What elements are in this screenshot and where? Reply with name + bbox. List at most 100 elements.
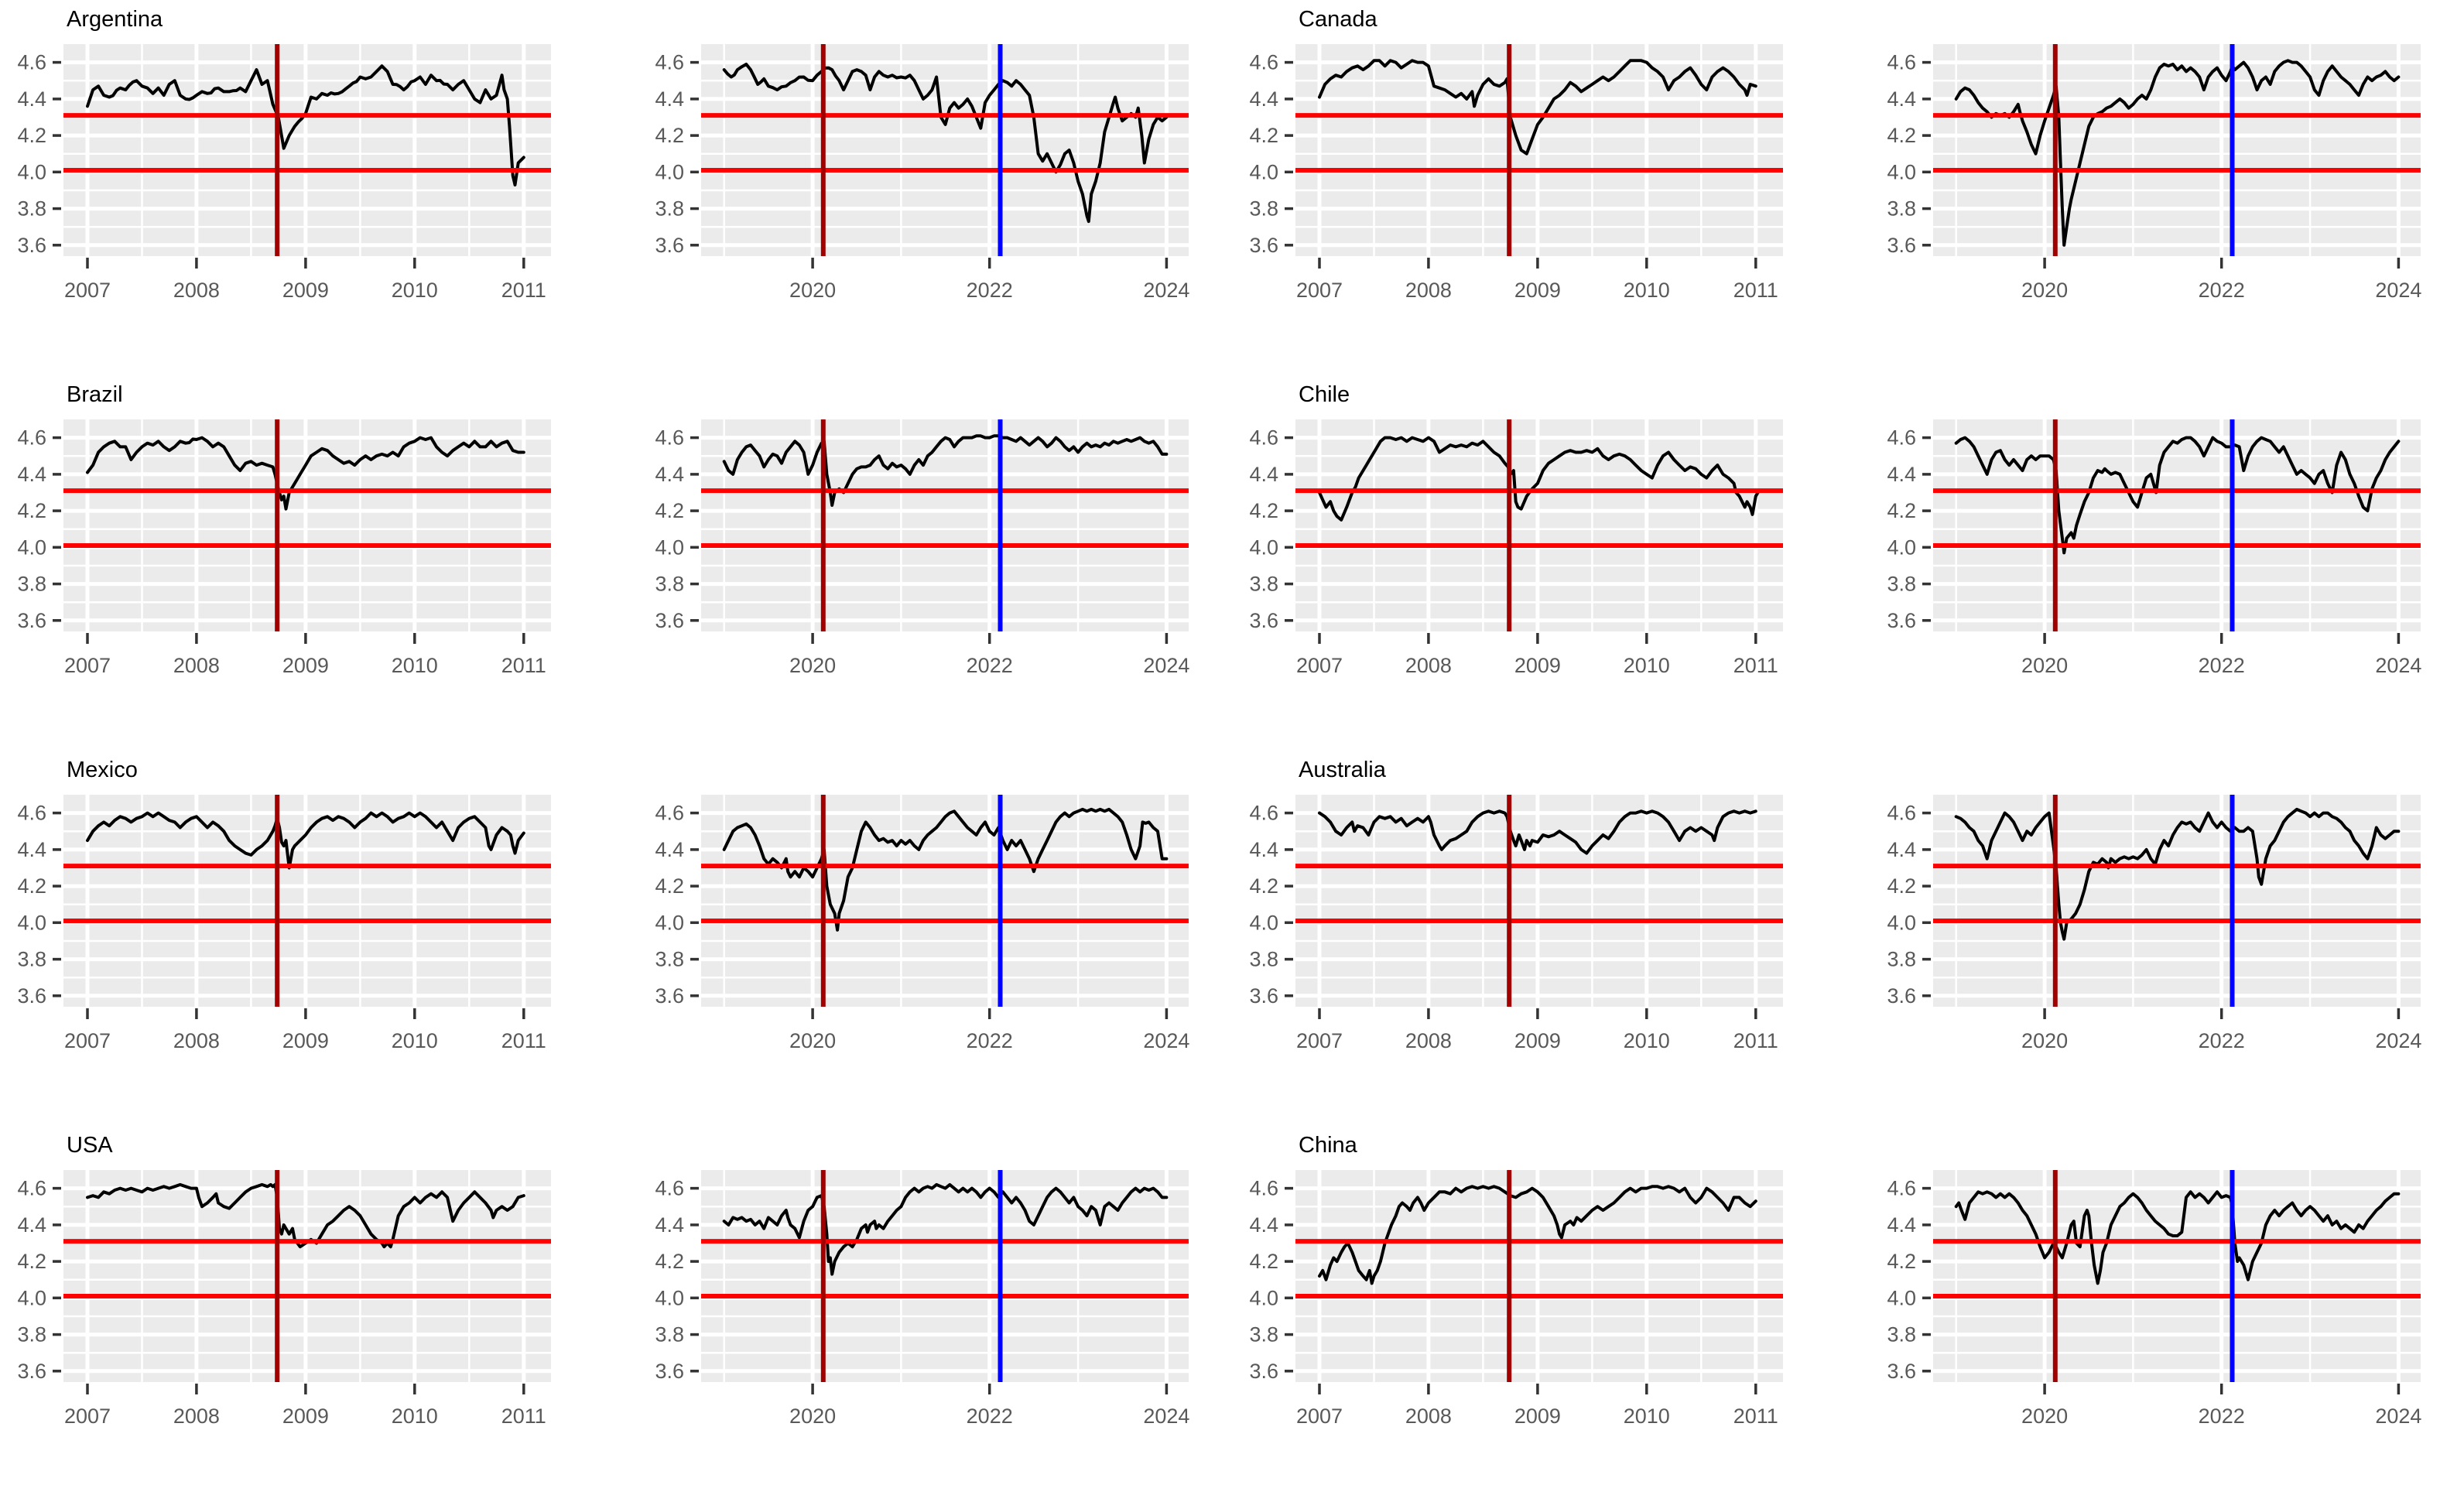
- y-axis-label: 3.6: [1249, 1360, 1278, 1383]
- x-axis-label: 2011: [1733, 1029, 1778, 1052]
- y-axis-label: 4.6: [17, 51, 46, 74]
- plot-panel: [1933, 1170, 2421, 1382]
- y-axis-label: 3.8: [655, 1323, 684, 1346]
- x-axis-label: 2024: [1143, 1029, 1189, 1052]
- chart-cell-usa-2007: USA 3.6 3.8 4.0 4.2 4.4 4.6 2007 2008 2009 2010 20…: [0, 1126, 616, 1501]
- x-axis-label: 2010: [1624, 1404, 1670, 1428]
- y-axis-label: 3.6: [1887, 609, 1916, 632]
- chart-usa-2007: USA 3.6 3.8 4.0 4.2 4.4 4.6 2007 2008 2009 2010 20…: [17, 1133, 551, 1428]
- x-axis-label: 2008: [1405, 1029, 1452, 1052]
- x-axis-label: 2022: [967, 1404, 1013, 1428]
- x-axis-label: 2024: [1143, 1404, 1189, 1428]
- y-axis-label: 3.8: [1249, 573, 1278, 596]
- y-axis-label: 4.6: [1887, 1177, 1916, 1200]
- y-axis-label: 4.0: [1249, 160, 1278, 183]
- chart-title: Mexico: [67, 758, 138, 782]
- y-axis-label: 4.4: [655, 1213, 684, 1237]
- chart-cell-canada-2019: 3.6 3.8 4.0 4.2 4.4 4.6 2020 2022 2024: [1848, 0, 2464, 375]
- y-axis-label: 4.4: [1887, 87, 1916, 111]
- chart-australia-2007: Australia 3.6 3.8 4.0 4.2 4.4 4.6 2007 2008 2009…: [1249, 758, 1783, 1052]
- y-axis-label: 4.4: [17, 838, 46, 861]
- x-axis-label: 2010: [392, 1029, 438, 1052]
- y-axis-label: 4.4: [1887, 838, 1916, 861]
- y-axis-label: 3.8: [1887, 573, 1916, 596]
- x-axis-label: 2020: [2021, 1404, 2068, 1428]
- y-axis-label: 4.6: [1887, 426, 1916, 450]
- y-axis-label: 4.2: [655, 124, 684, 147]
- chart-title: Argentina: [67, 7, 163, 32]
- x-axis-label: 2008: [173, 1029, 220, 1052]
- y-axis-label: 4.6: [17, 802, 46, 825]
- x-axis-label: 2007: [1296, 1029, 1343, 1052]
- y-axis-label: 3.6: [17, 984, 46, 1008]
- y-axis-label: 3.8: [17, 197, 46, 221]
- x-axis-label: 2024: [2375, 1404, 2421, 1428]
- plot-panel: [701, 795, 1189, 1007]
- x-axis-label: 2022: [2199, 654, 2245, 677]
- y-axis-label: 3.6: [1249, 609, 1278, 632]
- chart-cell-argentina-2007: Argentina 3.6 3.8 4.0 4.2 4.4 4.6 2007 2008 2009…: [0, 0, 616, 375]
- plot-panel: [1933, 44, 2421, 256]
- y-axis-label: 3.8: [17, 948, 46, 971]
- y-axis-label: 3.8: [1887, 948, 1916, 971]
- x-axis-label: 2011: [501, 1029, 546, 1052]
- y-axis-label: 4.4: [17, 463, 46, 486]
- y-axis-label: 4.2: [655, 874, 684, 898]
- x-axis-label: 2022: [967, 279, 1013, 302]
- chart-cell-canada-2007: Canada 3.6 3.8 4.0 4.2 4.4 4.6 2007 2008 2009 201…: [1232, 0, 1848, 375]
- series-line: [86, 64, 525, 186]
- chart-chile-2019: 3.6 3.8 4.0 4.2 4.4 4.6 2020 2022 2024: [1887, 419, 2421, 677]
- chart-cell-china-2007: China 3.6 3.8 4.0 4.2 4.4 4.6 2007 2008 2009 2010…: [1232, 1126, 1848, 1501]
- x-axis-label: 2008: [173, 279, 220, 302]
- chart-mexico-2007: Mexico 3.6 3.8 4.0 4.2 4.4 4.6 2007 2008 2009 201…: [17, 758, 551, 1052]
- series-line: [1318, 809, 1757, 855]
- y-axis-label: 4.0: [1249, 535, 1278, 559]
- chart-mexico-2019: 3.6 3.8 4.0 4.2 4.4 4.6 2020 2022 2024: [655, 795, 1189, 1052]
- y-axis-label: 4.0: [655, 160, 684, 183]
- y-axis-label: 3.8: [1887, 1323, 1916, 1346]
- chart-title: Brazil: [67, 382, 123, 407]
- y-axis-label: 4.4: [1249, 463, 1278, 486]
- y-axis-label: 4.6: [1249, 1177, 1278, 1200]
- x-axis-label: 2024: [1143, 279, 1189, 302]
- chart-title: Chile: [1299, 382, 1350, 407]
- x-axis-label: 2009: [282, 1029, 329, 1052]
- y-axis-label: 4.4: [1887, 1213, 1916, 1237]
- chart-title: China: [1299, 1133, 1358, 1158]
- x-axis-label: 2010: [1624, 279, 1670, 302]
- y-axis-label: 4.4: [655, 463, 684, 486]
- y-axis-label: 4.6: [1249, 51, 1278, 74]
- y-axis-label: 3.8: [17, 1323, 46, 1346]
- x-axis-label: 2010: [1624, 1029, 1670, 1052]
- y-axis-label: 4.0: [1249, 1286, 1278, 1309]
- x-axis-label: 2007: [1296, 1404, 1343, 1428]
- y-axis-label: 3.6: [1887, 1360, 1916, 1383]
- y-axis-label: 4.0: [17, 535, 46, 559]
- chart-cell-usa-2019: 3.6 3.8 4.0 4.2 4.4 4.6 2020 2022 2024: [616, 1126, 1232, 1501]
- chart-argentina-2019: 3.6 3.8 4.0 4.2 4.4 4.6 2020 2022 2024: [655, 44, 1189, 302]
- x-axis-label: 2007: [64, 654, 111, 677]
- chart-cell-australia-2007: Australia 3.6 3.8 4.0 4.2 4.4 4.6 2007 2008 2009…: [1232, 751, 1848, 1126]
- x-axis-label: 2008: [1405, 1404, 1452, 1428]
- x-axis-label: 2007: [1296, 279, 1343, 302]
- x-axis-label: 2011: [1733, 279, 1778, 302]
- y-axis-label: 4.2: [17, 124, 46, 147]
- y-axis-label: 4.4: [655, 838, 684, 861]
- chart-cell-china-2019: 3.6 3.8 4.0 4.2 4.4 4.6 2020 2022 2024: [1848, 1126, 2464, 1501]
- y-axis-label: 3.8: [1887, 197, 1916, 221]
- x-axis-label: 2011: [501, 279, 546, 302]
- y-axis-label: 4.0: [17, 911, 46, 934]
- y-axis-label: 4.2: [1887, 124, 1916, 147]
- series-line: [1954, 1190, 2401, 1285]
- chart-chile-2007: Chile 3.6 3.8 4.0 4.2 4.4 4.6 2007 2008 2009 2010…: [1249, 382, 1783, 677]
- y-axis-label: 4.6: [655, 51, 684, 74]
- y-axis-label: 4.4: [17, 87, 46, 111]
- y-axis-label: 4.2: [17, 499, 46, 522]
- y-axis-label: 4.6: [1249, 426, 1278, 450]
- x-axis-label: 2009: [282, 1404, 329, 1428]
- y-axis-label: 3.8: [655, 948, 684, 971]
- chart-cell-australia-2019: 3.6 3.8 4.0 4.2 4.4 4.6 2020 2022 2024: [1848, 751, 2464, 1126]
- y-axis-label: 4.0: [655, 1286, 684, 1309]
- series-line: [86, 811, 525, 870]
